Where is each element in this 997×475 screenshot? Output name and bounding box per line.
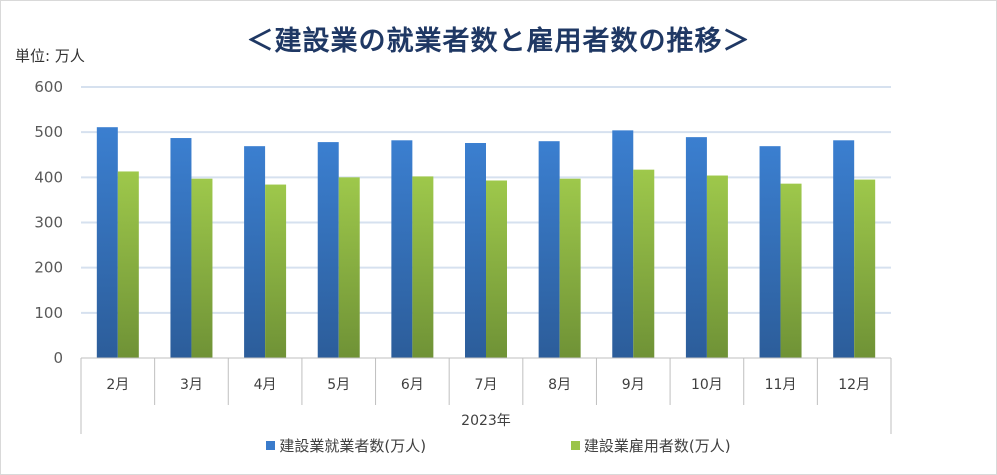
x-tick-label: 12月 xyxy=(838,377,870,393)
bar-employed xyxy=(170,138,192,358)
y-tick-label: 400 xyxy=(34,168,63,186)
y-tick-label: 600 xyxy=(34,78,63,96)
bar-hired xyxy=(412,176,434,358)
bar-hired xyxy=(559,178,581,358)
bar-hired xyxy=(265,184,287,358)
x-tick-label: 8月 xyxy=(548,377,571,393)
legend-label: 建設業雇用者数(万人) xyxy=(583,437,731,455)
bar-employed xyxy=(833,140,855,358)
bar-hired xyxy=(117,171,139,358)
y-tick-label: 200 xyxy=(34,259,63,277)
x-tick-label: 3月 xyxy=(180,377,203,393)
x-tick-label: 11月 xyxy=(765,377,797,393)
y-tick-label: 500 xyxy=(34,123,63,141)
bar-hired xyxy=(854,179,876,358)
bar-employed xyxy=(685,137,707,358)
legend-item-hired: 建設業雇用者数(万人) xyxy=(570,435,731,456)
bar-hired xyxy=(633,169,655,358)
bar-hired xyxy=(338,177,360,358)
y-tick-label: 100 xyxy=(34,304,63,322)
unit-label: 単位: 万人 xyxy=(15,47,85,65)
x-tick-label: 7月 xyxy=(475,377,498,393)
y-tick-label: 0 xyxy=(53,349,63,367)
legend-swatch-blue xyxy=(266,441,276,450)
bar-employed xyxy=(612,130,634,358)
legend-swatch-green xyxy=(570,441,580,450)
bar-employed xyxy=(538,141,560,358)
bar-hired xyxy=(486,180,507,358)
y-tick-label: 300 xyxy=(34,214,63,232)
chart-title: ＜建設業の就業者数と雇用者数の推移＞ xyxy=(246,26,751,57)
bar-employed xyxy=(391,140,413,358)
bar-employed xyxy=(759,146,781,358)
legend: 建設業就業者数(万人) 建設業雇用者数(万人) xyxy=(1,435,996,456)
bar-employed xyxy=(244,146,266,358)
x-tick-label: 10月 xyxy=(691,377,723,393)
bar-hired xyxy=(780,183,802,358)
legend-label: 建設業就業者数(万人) xyxy=(279,437,427,455)
x-tick-label: 5月 xyxy=(327,377,350,393)
bar-employed xyxy=(465,143,486,358)
bar-hired xyxy=(706,175,728,358)
legend-item-employed: 建設業就業者数(万人) xyxy=(266,435,426,456)
x-tick-label: 6月 xyxy=(401,377,424,393)
x-tick-label: 2月 xyxy=(106,377,129,393)
bar-employed xyxy=(96,127,118,358)
bar-hired xyxy=(191,178,213,358)
x-tick-label: 4月 xyxy=(254,377,277,393)
bar-employed xyxy=(317,142,339,358)
x-tick-label: 9月 xyxy=(622,377,645,393)
x-axis-group-label: 2023年 xyxy=(461,413,511,429)
